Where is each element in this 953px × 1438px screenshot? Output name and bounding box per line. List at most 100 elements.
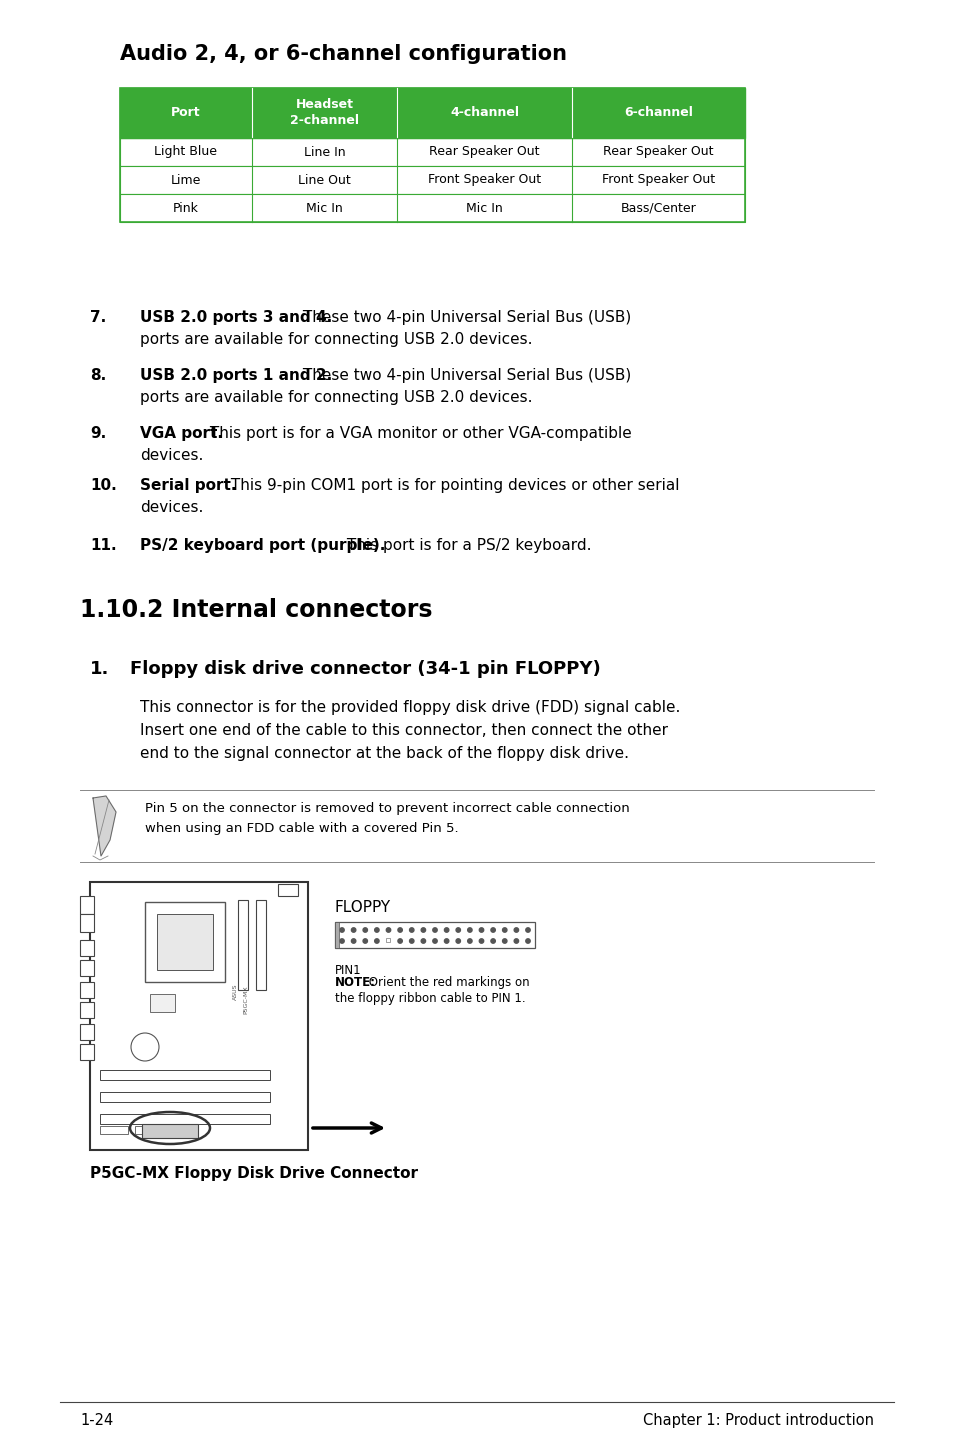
Bar	[157, 915, 213, 971]
Text: Rear Speaker Out: Rear Speaker Out	[429, 145, 539, 158]
Circle shape	[433, 939, 436, 943]
Bar	[90, 881, 308, 1150]
Text: Lime: Lime	[171, 174, 201, 187]
Text: when using an FDD cable with a covered Pin 5.: when using an FDD cable with a covered P…	[145, 823, 458, 835]
Text: P5GC-MX Floppy Disk Drive Connector: P5GC-MX Floppy Disk Drive Connector	[90, 1166, 417, 1181]
Circle shape	[456, 928, 460, 932]
Text: Line Out: Line Out	[297, 174, 351, 187]
Circle shape	[456, 939, 460, 943]
Circle shape	[467, 928, 472, 932]
Bar	[80, 896, 94, 915]
Circle shape	[339, 939, 344, 943]
Text: 1.10.2 Internal connectors: 1.10.2 Internal connectors	[80, 598, 432, 623]
Text: Rear Speaker Out: Rear Speaker Out	[602, 145, 713, 158]
Bar	[80, 1002, 94, 1018]
Text: 9.: 9.	[90, 426, 106, 441]
Bar	[100, 1114, 270, 1125]
Bar	[120, 194, 744, 221]
Bar	[80, 1044, 94, 1060]
Circle shape	[363, 939, 367, 943]
Text: USB 2.0 ports 1 and 2.: USB 2.0 ports 1 and 2.	[140, 368, 332, 383]
Circle shape	[386, 928, 391, 932]
Text: 1-24: 1-24	[80, 1414, 113, 1428]
Bar	[142, 1125, 198, 1137]
Text: Audio 2, 4, or 6-channel configuration: Audio 2, 4, or 6-channel configuration	[120, 45, 566, 65]
Circle shape	[478, 928, 483, 932]
Text: ASUS: ASUS	[233, 984, 237, 1001]
Bar	[80, 915, 94, 932]
Circle shape	[131, 1032, 159, 1061]
Text: This port is for a VGA monitor or other VGA-compatible: This port is for a VGA monitor or other …	[205, 426, 631, 441]
Text: This connector is for the provided floppy disk drive (FDD) signal cable.: This connector is for the provided flopp…	[140, 700, 679, 715]
Text: P5GC-MX: P5GC-MX	[243, 985, 248, 1014]
Text: These two 4-pin Universal Serial Bus (USB): These two 4-pin Universal Serial Bus (US…	[298, 311, 631, 325]
Text: 4-channel: 4-channel	[450, 106, 518, 119]
Text: VGA port.: VGA port.	[140, 426, 223, 441]
Bar	[120, 88, 744, 138]
Circle shape	[444, 939, 448, 943]
Text: 6-channel: 6-channel	[623, 106, 692, 119]
Bar	[80, 940, 94, 956]
Circle shape	[502, 939, 506, 943]
Text: Floppy disk drive connector (34-1 pin FLOPPY): Floppy disk drive connector (34-1 pin FL…	[130, 660, 600, 677]
Circle shape	[351, 939, 355, 943]
Circle shape	[409, 928, 414, 932]
Text: Front Speaker Out: Front Speaker Out	[601, 174, 715, 187]
Text: This port is for a PS/2 keyboard.: This port is for a PS/2 keyboard.	[341, 538, 591, 554]
Text: 10.: 10.	[90, 477, 116, 493]
Circle shape	[525, 939, 530, 943]
Text: end to the signal connector at the back of the floppy disk drive.: end to the signal connector at the back …	[140, 746, 628, 761]
Text: 7.: 7.	[90, 311, 106, 325]
Circle shape	[491, 928, 495, 932]
Polygon shape	[92, 797, 116, 856]
Bar	[335, 922, 535, 948]
Circle shape	[491, 939, 495, 943]
Circle shape	[397, 939, 402, 943]
Text: Mic In: Mic In	[306, 201, 342, 214]
Bar	[237, 900, 248, 989]
Bar	[135, 1126, 163, 1135]
Circle shape	[375, 939, 378, 943]
Circle shape	[478, 939, 483, 943]
Text: NOTE:: NOTE:	[335, 976, 375, 989]
Text: Serial port.: Serial port.	[140, 477, 236, 493]
Text: 8.: 8.	[90, 368, 106, 383]
Bar	[80, 1024, 94, 1040]
Circle shape	[375, 928, 378, 932]
Text: PIN1: PIN1	[335, 963, 361, 976]
Bar	[80, 961, 94, 976]
Text: This 9-pin COM1 port is for pointing devices or other serial: This 9-pin COM1 port is for pointing dev…	[226, 477, 679, 493]
Bar	[100, 1126, 128, 1135]
Circle shape	[514, 939, 518, 943]
Circle shape	[433, 928, 436, 932]
Text: Chapter 1: Product introduction: Chapter 1: Product introduction	[642, 1414, 873, 1428]
Text: Port: Port	[171, 106, 200, 119]
Circle shape	[339, 928, 344, 932]
Text: Line In: Line In	[303, 145, 345, 158]
Text: Light Blue: Light Blue	[154, 145, 217, 158]
Text: These two 4-pin Universal Serial Bus (USB): These two 4-pin Universal Serial Bus (US…	[298, 368, 631, 383]
Circle shape	[397, 928, 402, 932]
Circle shape	[420, 939, 425, 943]
Bar	[80, 982, 94, 998]
Text: Headset
2-channel: Headset 2-channel	[290, 98, 358, 128]
Circle shape	[363, 928, 367, 932]
Text: 1.: 1.	[90, 660, 110, 677]
Circle shape	[409, 939, 414, 943]
Circle shape	[502, 928, 506, 932]
Bar	[100, 1070, 270, 1080]
Text: USB 2.0 ports 3 and 4.: USB 2.0 ports 3 and 4.	[140, 311, 332, 325]
Bar	[255, 900, 266, 989]
Circle shape	[351, 928, 355, 932]
Bar	[120, 88, 744, 221]
Text: devices.: devices.	[140, 449, 203, 463]
Text: Bass/Center: Bass/Center	[620, 201, 696, 214]
Text: 11.: 11.	[90, 538, 116, 554]
Bar	[120, 138, 744, 165]
Bar	[335, 922, 338, 948]
Circle shape	[514, 928, 518, 932]
Text: ports are available for connecting USB 2.0 devices.: ports are available for connecting USB 2…	[140, 390, 532, 406]
Text: Mic In: Mic In	[466, 201, 502, 214]
Circle shape	[467, 939, 472, 943]
Bar	[100, 1091, 270, 1102]
